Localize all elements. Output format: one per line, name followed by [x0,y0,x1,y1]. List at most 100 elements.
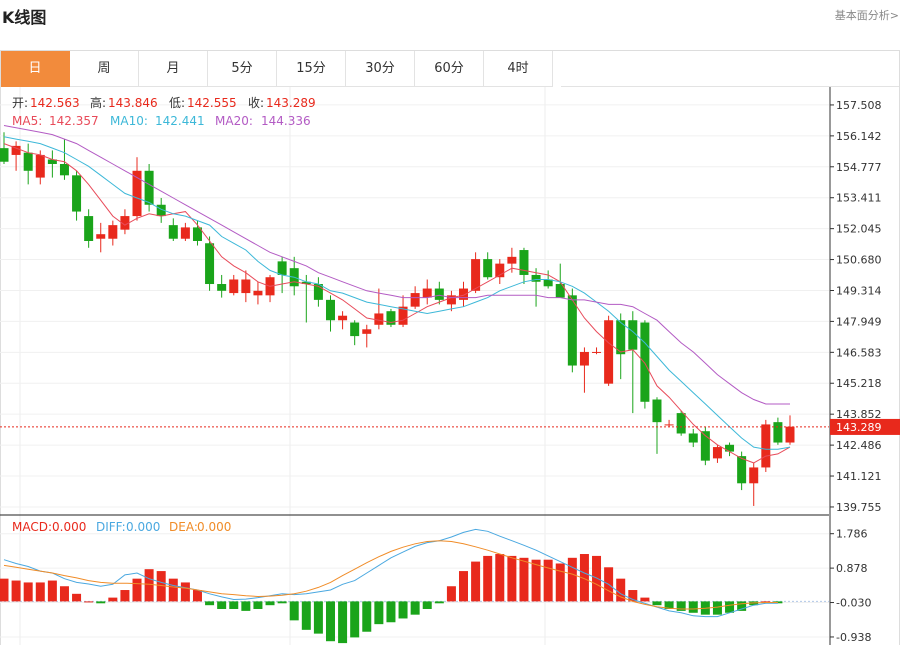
candle-46[interactable] [555,263,565,298]
candle-55[interactable] [664,419,674,427]
candle-1[interactable] [11,141,21,171]
candle-body-43 [519,250,529,275]
candle-38[interactable] [459,281,469,307]
candle-61[interactable] [737,451,747,491]
candle-57[interactable] [688,428,698,448]
candle-56[interactable] [676,410,686,436]
candle-9[interactable] [108,220,118,246]
candle-15[interactable] [180,222,190,241]
candle-body-13 [156,204,166,217]
y-tick-label-2: 154.777 [836,161,882,174]
tab-6[interactable]: 60分 [415,51,484,87]
candle-26[interactable] [313,277,323,307]
candle-52[interactable] [628,311,638,414]
candle-20[interactable] [241,270,251,303]
candle-13[interactable] [156,197,166,223]
candle-4[interactable] [47,150,57,178]
candle-59[interactable] [712,444,722,463]
candle-25[interactable] [301,274,311,323]
macd-bar-57 [688,601,698,613]
dea-line [3,540,778,610]
candle-65[interactable] [785,415,795,445]
macd-bar-7 [84,601,94,603]
candle-17[interactable] [205,236,215,291]
candle-48[interactable] [579,347,589,393]
macd-bar-53 [640,597,650,602]
candle-51[interactable] [616,313,626,380]
candle-0[interactable] [0,132,9,164]
tab-4[interactable]: 15分 [277,51,346,87]
candle-7[interactable] [84,209,94,248]
candle-body-35 [422,288,432,298]
tab-5[interactable]: 30分 [346,51,415,87]
page-title: K线图 [2,8,47,27]
candle-body-19 [229,279,239,294]
macd-bar-37 [446,586,456,602]
tab-0[interactable]: 日 [1,51,70,87]
tab-2[interactable]: 月 [139,51,208,87]
candles [0,132,795,506]
tab-7[interactable]: 4时 [484,51,553,87]
candle-14[interactable] [168,218,178,241]
candle-35[interactable] [422,279,432,305]
candle-36[interactable] [434,281,444,305]
candle-43[interactable] [519,247,529,285]
candle-32[interactable] [386,308,396,328]
candle-8[interactable] [96,222,106,253]
macd-bar-35 [422,601,432,609]
candle-12[interactable] [144,163,154,212]
candle-62[interactable] [749,462,759,506]
candle-body-26 [313,284,323,300]
candle-63[interactable] [761,419,771,472]
candle-18[interactable] [217,274,227,298]
candle-58[interactable] [700,426,710,466]
y-tick-label-0: 157.508 [836,99,882,112]
candle-41[interactable] [495,259,505,285]
candle-44[interactable] [531,268,541,307]
header: K线图 基本面分析> [0,0,903,30]
candle-6[interactable] [72,170,82,221]
candle-19[interactable] [229,274,239,296]
candle-30[interactable] [362,324,372,348]
candle-39[interactable] [471,252,481,294]
candle-10[interactable] [120,209,130,235]
candle-54[interactable] [652,397,662,454]
dea-label: DEA: [169,520,198,534]
low-value: 142.555 [187,96,237,110]
diff-line [3,528,778,618]
tab-3[interactable]: 5分 [208,51,277,87]
candle-33[interactable] [398,295,408,328]
candle-37[interactable] [446,290,456,312]
candle-11[interactable] [132,157,142,221]
last-price-tag [830,418,900,435]
candle-50[interactable] [604,315,614,386]
candle-21[interactable] [253,281,263,305]
y-tick-label-7: 147.949 [836,315,882,328]
candle-31[interactable] [374,288,384,330]
candle-3[interactable] [35,150,45,185]
candle-22[interactable] [265,274,275,303]
candle-body-18 [217,284,227,291]
candle-64[interactable] [773,417,783,445]
macd-bar-41 [495,554,505,602]
candle-40[interactable] [483,252,493,280]
candle-body-63 [761,424,771,468]
close-label: 收: [248,96,264,110]
macd-bar-0 [0,578,9,602]
candle-28[interactable] [338,311,348,330]
candle-60[interactable] [725,442,735,457]
y-tick-label-13: 139.755 [836,501,882,514]
candle-body-29 [350,322,360,337]
ma10-value: 142.441 [155,114,205,128]
candle-53[interactable] [640,320,650,409]
candle-29[interactable] [350,320,360,346]
fundamental-analysis-link[interactable]: 基本面分析> [834,9,899,22]
candle-49[interactable] [592,347,602,355]
candle-27[interactable] [325,295,335,332]
tab-1[interactable]: 周 [70,51,139,87]
candle-47[interactable] [567,288,577,373]
candle-2[interactable] [23,143,33,185]
ma20-line [3,125,790,405]
candle-5[interactable] [59,139,69,180]
